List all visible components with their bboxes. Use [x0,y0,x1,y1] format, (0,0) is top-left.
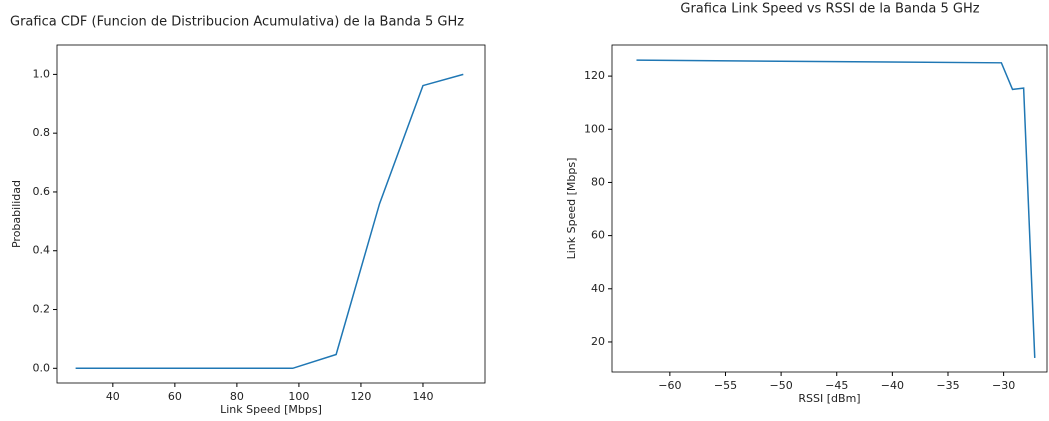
chart-title: Grafica CDF (Funcion de Distribucion Acu… [10,15,464,30]
y-tick-label: 0.2 [33,303,51,316]
line-series [636,59,1036,358]
y-tick-label: 120 [584,69,605,82]
y-tick-label: 20 [591,335,605,348]
x-tick-label: 120 [350,390,371,403]
plot-frame [611,44,1048,373]
x-tick-label: 40 [106,390,120,403]
y-tick-label: 0.0 [33,361,51,374]
plot-frame [56,44,486,384]
x-tick-label: 100 [288,390,309,403]
y-tick-label: 100 [584,122,605,135]
y-tick-label: 40 [591,282,605,295]
y-axis-label: Link Speed [Mbps] [565,158,578,260]
x-tick-label: 140 [412,390,433,403]
x-tick-label: −45 [825,379,848,392]
x-tick-label: −60 [658,379,681,392]
x-tick-label: −55 [714,379,737,392]
y-tick-label: 0.6 [33,185,51,198]
x-axis-label: Link Speed [Mbps] [220,403,322,416]
y-tick-label: 80 [591,175,605,188]
x-tick-label: 60 [168,390,182,403]
x-tick-label: 80 [230,390,244,403]
y-tick-label: 0.4 [33,244,51,257]
chart-title: Grafica Link Speed vs RSSI de la Banda 5… [680,2,979,17]
x-tick-label: −30 [992,379,1015,392]
x-tick-label: −50 [769,379,792,392]
y-tick-label: 0.8 [33,126,51,139]
x-axis-label: RSSI [dBm] [798,392,860,405]
line-series [75,73,464,370]
y-tick-label: 1.0 [33,67,51,80]
y-tick-label: 60 [591,229,605,242]
y-axis-label: Probabilidad [10,180,23,248]
x-tick-label: −40 [881,379,904,392]
x-tick-label: −35 [936,379,959,392]
